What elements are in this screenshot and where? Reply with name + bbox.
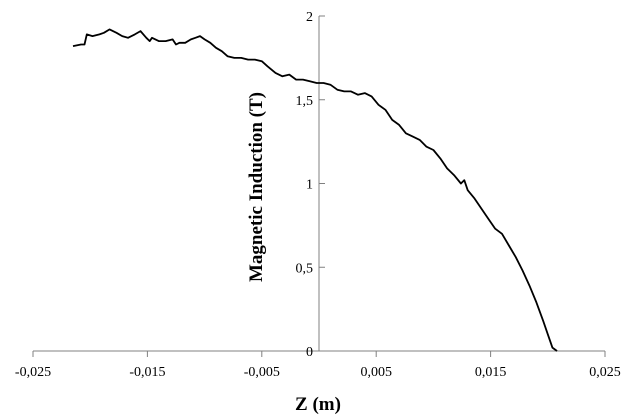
series-line bbox=[72, 28, 558, 352]
x-tick-label: -0,025 bbox=[15, 365, 51, 380]
y-tick-label: 2 bbox=[306, 10, 313, 25]
y-tick-label: 0,5 bbox=[296, 261, 314, 276]
y-tick-label: 1 bbox=[306, 178, 313, 193]
ticks bbox=[32, 15, 606, 357]
y-tick-label: 0 bbox=[306, 345, 313, 360]
tick-labels: -0,025 -0,015 -0,005 0,005 0,015 0,025 0 0,5 1 1,… bbox=[15, 10, 621, 380]
x-tick-label: 0,025 bbox=[589, 365, 621, 380]
x-axis-title: Z (m) bbox=[295, 394, 341, 415]
x-tick-label: 0,015 bbox=[475, 365, 507, 380]
x-tick-label: -0,015 bbox=[129, 365, 165, 380]
y-axis-title: Magnetic Induction (T) bbox=[246, 92, 267, 282]
y-tick-label: 1,5 bbox=[296, 94, 314, 109]
x-tick-label: 0,005 bbox=[360, 365, 392, 380]
x-tick-label: -0,005 bbox=[244, 365, 280, 380]
